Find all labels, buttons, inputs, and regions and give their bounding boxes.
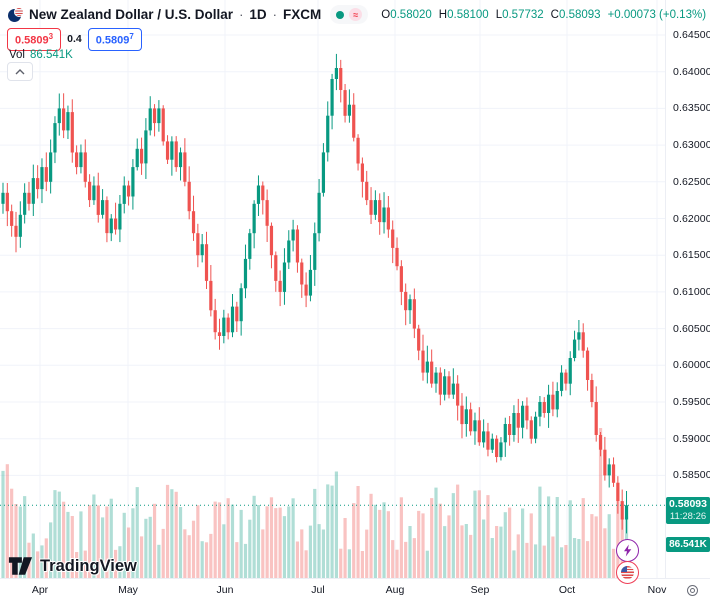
month-label: Aug <box>385 584 405 596</box>
ohlc-readout: O0.58020 H0.58100 L0.57732 C0.58093 +0.0… <box>381 9 706 21</box>
symbol-title[interactable]: New Zealand Dollar / U.S. Dollar <box>29 7 234 22</box>
price-tick-label: 0.62000 <box>673 212 710 225</box>
open-value: 0.58020 <box>390 8 432 21</box>
price-tick-label: 0.64500 <box>673 29 710 41</box>
market-open-dot-icon <box>336 10 345 19</box>
change-value: +0.00073 (+0.13%) <box>607 8 707 21</box>
price-tick-label: 0.59500 <box>673 396 710 408</box>
month-label: May <box>118 584 138 596</box>
bid-price: 0.5809 <box>15 34 49 47</box>
price-tick-label: 0.63000 <box>673 139 710 152</box>
news-event-marker[interactable] <box>616 539 639 562</box>
market-status-pill[interactable] <box>330 5 369 24</box>
spread-value: 0.4 <box>67 33 82 46</box>
month-label: Oct <box>558 584 576 596</box>
title-separator: · <box>272 7 278 22</box>
tradingview-logo-text: TradingView <box>40 556 137 575</box>
month-label: Jul <box>311 584 325 596</box>
bar-countdown: 11:28:26 <box>669 511 707 523</box>
last-price-badge: 0.58093 11:28:26 <box>666 497 710 525</box>
high-value: 0.58100 <box>447 8 489 21</box>
time-axis[interactable]: Apr May Jun Jul Aug Sep Oct Nov <box>0 578 710 600</box>
price-tick-label: 0.60500 <box>673 322 710 335</box>
close-label: C <box>550 8 559 21</box>
buy-ask-button[interactable]: 0.58097 <box>87 28 142 51</box>
ask-price-sup: 7 <box>129 32 134 41</box>
symbol-flags-logo-icon <box>8 6 24 23</box>
price-tick-label: 0.58500 <box>673 469 710 482</box>
tradingview-logo[interactable]: TradingView <box>8 556 137 576</box>
last-price-value: 0.58093 <box>669 498 707 511</box>
price-tick-label: 0.63500 <box>673 102 710 115</box>
sell-bid-button[interactable]: 0.58093 <box>7 28 62 51</box>
month-label: Jun <box>216 584 234 596</box>
price-tick-label: 0.61000 <box>673 285 710 298</box>
close-value: 0.58093 <box>558 8 601 21</box>
delayed-data-icon <box>349 8 363 21</box>
tradingview-logo-icon <box>8 557 33 575</box>
price-tick-label: 0.64000 <box>673 65 710 78</box>
month-label: Sep <box>470 584 490 596</box>
price-tick-label: 0.60000 <box>673 359 710 372</box>
price-tick-label: 0.62500 <box>673 175 710 188</box>
volume-legend: Vol 86.541K <box>9 49 73 61</box>
low-label: L <box>495 8 503 21</box>
title-separator: · <box>239 7 244 22</box>
high-label: H <box>438 8 448 21</box>
month-label: Apr <box>31 584 49 596</box>
price-tick-label: 0.59000 <box>673 432 710 445</box>
economic-event-marker[interactable] <box>616 561 639 584</box>
volume-badge: 86.541K <box>666 537 710 552</box>
month-label: Nov <box>647 584 667 596</box>
low-value: 0.57732 <box>502 8 544 21</box>
volume-label: Vol <box>9 49 25 61</box>
interval-label[interactable]: 1D <box>249 7 267 22</box>
chevron-up-icon <box>15 68 25 74</box>
ask-price: 0.5809 <box>95 34 130 47</box>
exchange-label[interactable]: FXCM <box>283 7 322 22</box>
price-tick-label: 0.61500 <box>673 249 710 262</box>
bid-price-sup: 3 <box>48 32 54 41</box>
volume-value: 86.541K <box>30 49 73 61</box>
us-flag-icon <box>621 566 634 579</box>
axis-settings-gear-icon[interactable] <box>687 585 698 596</box>
price-axis[interactable]: 0.64500 0.64000 0.63500 0.63000 0.62500 0.620… <box>665 0 710 578</box>
lightning-icon <box>624 544 632 557</box>
collapse-legend-button[interactable] <box>7 62 33 81</box>
open-label: O <box>381 8 391 21</box>
